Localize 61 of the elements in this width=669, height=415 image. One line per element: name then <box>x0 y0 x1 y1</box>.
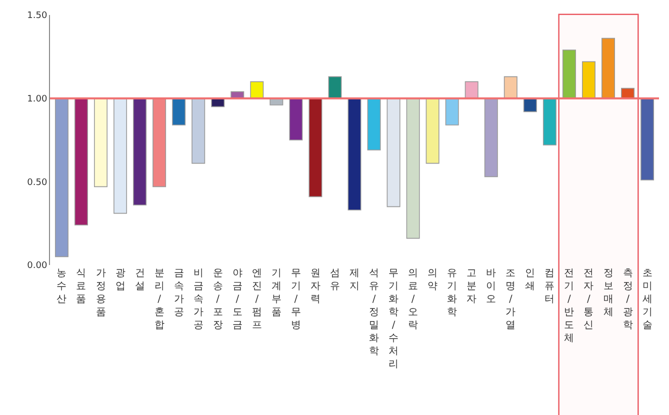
x-tick-label: 가정용품 <box>96 268 106 318</box>
x-tick-label: 엔진/펌프 <box>252 268 262 331</box>
x-tick-label: 인쇄 <box>525 268 536 292</box>
bar <box>94 98 108 188</box>
x-tick-label: 분리/혼합 <box>154 268 164 331</box>
y-tick-label: 1.00 <box>27 94 48 104</box>
x-tick-label: 정보매체 <box>603 268 614 318</box>
bar <box>114 98 128 214</box>
x-tick-label: 조명/가열 <box>506 268 516 331</box>
y-tick-label: 0.50 <box>27 178 48 188</box>
x-tick-label: 섬유 <box>330 268 340 292</box>
x-tick-label: 제지 <box>350 268 360 292</box>
bar <box>386 98 400 208</box>
bar <box>582 61 596 99</box>
bar <box>484 98 498 178</box>
bar <box>640 98 654 180</box>
bar <box>348 98 362 210</box>
x-tick-label: 컴퓨터 <box>544 268 555 305</box>
x-tick-label: 석유/정밀화학 <box>369 268 380 357</box>
bar <box>152 98 166 188</box>
bar <box>308 98 322 198</box>
y-tick-label: 0.00 <box>27 261 48 272</box>
bar <box>192 98 206 164</box>
x-tick-label: 식료품 <box>76 268 86 305</box>
x-tick-label: 초미세기술 <box>642 268 652 331</box>
x-tick-label: 무기화학/수처리 <box>388 268 399 370</box>
bar <box>464 81 478 99</box>
x-tick-label: 비금속가공 <box>193 268 204 331</box>
bar <box>367 98 381 150</box>
x-tick-label: 광업 <box>115 268 126 292</box>
bar <box>54 98 68 258</box>
x-tick-label: 측정/광학 <box>622 268 633 331</box>
x-tick-label: 운송/포장 <box>212 268 223 331</box>
bar <box>504 76 518 99</box>
bar <box>602 38 615 99</box>
x-tick-label: 전자/통신 <box>584 268 594 331</box>
x-tick-label: 의료/오락 <box>408 268 418 331</box>
x-tick-label: 건설 <box>134 268 145 292</box>
bar <box>133 98 147 206</box>
x-tick-label: 농수산 <box>56 268 67 305</box>
bar <box>542 98 556 146</box>
bar <box>445 98 459 126</box>
x-tick-label: 바이오 <box>486 268 496 305</box>
x-tick-label: 야금/도금 <box>232 268 242 331</box>
bar <box>74 98 88 226</box>
bar <box>406 98 420 239</box>
x-tick-label: 유기화학 <box>447 268 458 318</box>
x-tick-label: 전기/반도체 <box>564 268 574 344</box>
x-tick-label: 고분자 <box>466 268 477 305</box>
bar <box>328 76 342 99</box>
x-tick-label: 기계부품 <box>271 268 282 318</box>
y-tick-label: 1.50 <box>27 11 48 22</box>
bar <box>172 98 186 126</box>
x-tick-label: 무기/무병 <box>290 268 301 331</box>
bar <box>426 98 440 164</box>
bar <box>562 50 576 99</box>
x-tick-label: 원자력 <box>310 268 320 305</box>
x-tick-label: 의약 <box>428 268 438 292</box>
bar <box>250 81 264 99</box>
x-tick-label: 금속가공 <box>174 268 184 318</box>
bar <box>289 98 303 140</box>
